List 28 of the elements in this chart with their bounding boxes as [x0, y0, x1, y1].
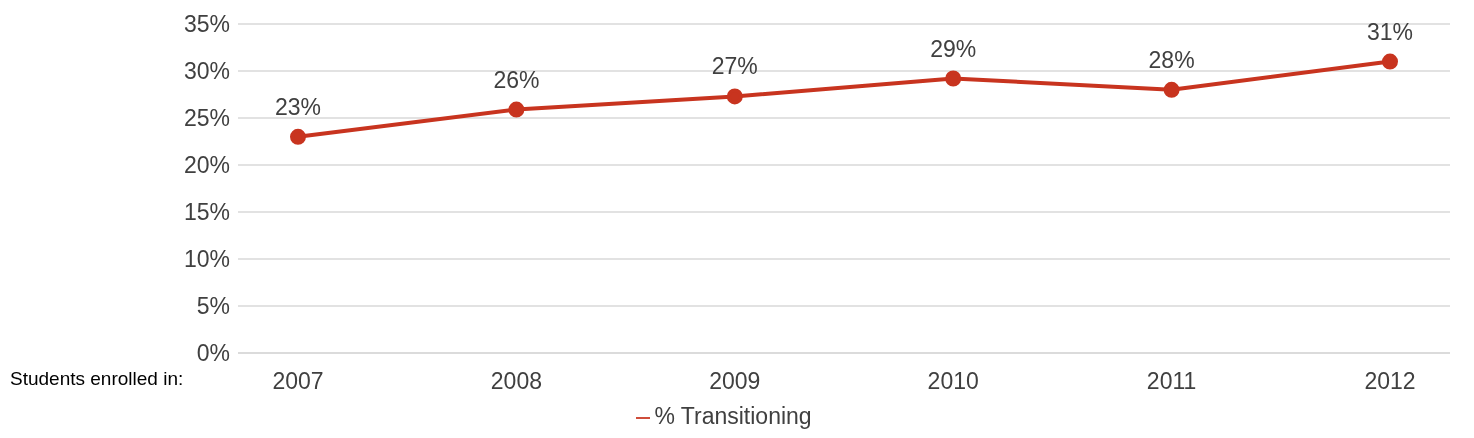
y-tick-label: 20%: [183, 152, 230, 179]
data-label: 27%: [711, 53, 758, 80]
point: [508, 101, 525, 118]
point: [290, 128, 306, 145]
point: [1382, 53, 1398, 70]
data-label: 28%: [1148, 46, 1195, 73]
x-tick-label: 2007: [272, 368, 324, 395]
data-label: 31%: [1366, 18, 1414, 45]
point: [1163, 81, 1180, 98]
point: [726, 88, 743, 105]
x-tick-label: 2011: [1146, 368, 1197, 395]
legend-label: % Transitioning: [654, 403, 812, 429]
x-tick-label: 2008: [490, 368, 542, 395]
x-axis-title: Students enrolled in:: [10, 368, 184, 390]
y-tick-label: 10%: [183, 246, 230, 273]
y-tick-label: 30%: [183, 58, 230, 85]
y-tick-label: 35%: [183, 11, 230, 38]
y-tick-label: 0%: [196, 340, 230, 367]
data-label: 29%: [930, 35, 977, 62]
point: [945, 70, 962, 87]
data-label: 23%: [274, 93, 322, 120]
x-tick-label: 2009: [709, 368, 761, 395]
y-tick-label: 15%: [183, 199, 230, 226]
y-tick-label: 25%: [183, 105, 230, 132]
y-tick-label: 5%: [196, 293, 230, 320]
x-tick-label: 2012: [1364, 368, 1416, 395]
x-tick-label: 2010: [927, 368, 979, 395]
data-label: 26%: [493, 66, 540, 93]
